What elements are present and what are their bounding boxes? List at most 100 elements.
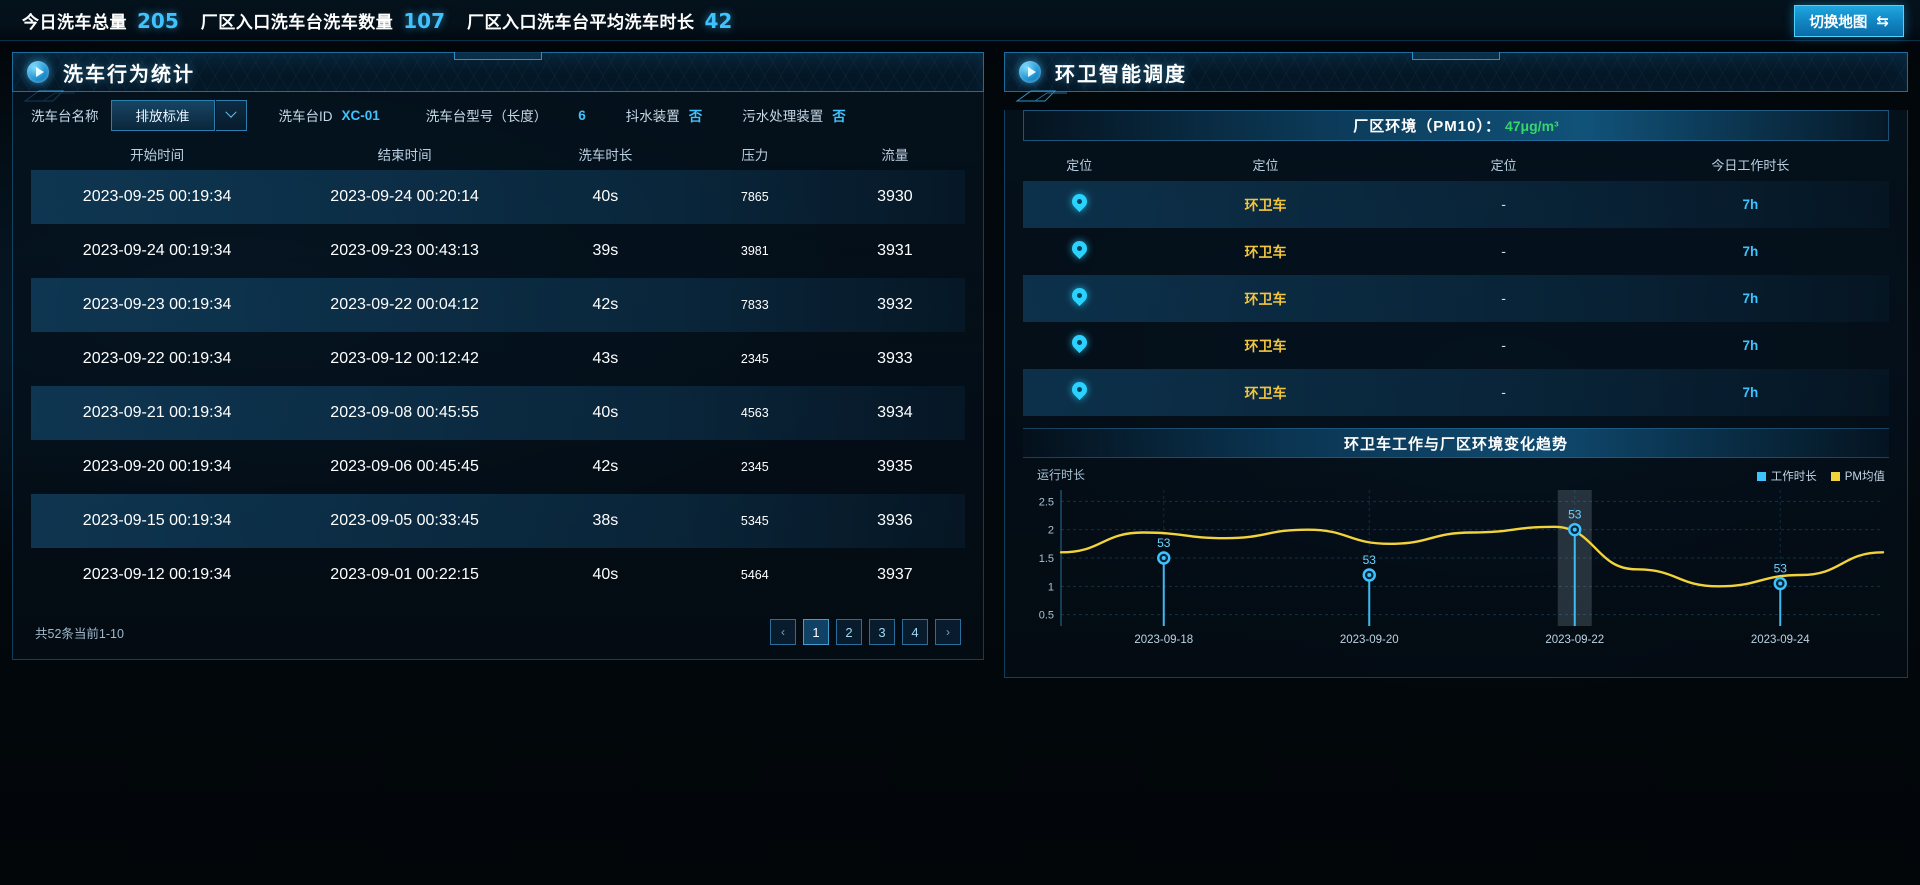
table-cell-start-time: 2023-09-12 00:19:34 <box>82 566 232 583</box>
location-pin-icon[interactable] <box>1072 288 1087 309</box>
table-cell-start-time: 2023-09-21 00:19:34 <box>82 404 232 421</box>
location-pin-cell[interactable] <box>1023 382 1136 403</box>
table-row[interactable]: 2023-09-15 00:19:34 2023-09-05 00:33:45 38… <box>31 494 965 548</box>
vehicle-table-header: 定位 定位 定位 今日工作时长 <box>1023 147 1889 181</box>
pm10-banner: 厂区环境（PM10）： 47μg/m³ <box>1023 110 1889 141</box>
page-next-button[interactable]: › <box>935 619 961 645</box>
vehicle-row[interactable]: 环卫车 - 7h <box>1023 275 1889 322</box>
legend-swatch <box>1830 472 1840 481</box>
field-value: XC-01 <box>341 107 380 123</box>
chart-legend: 工作时长 PM均值 <box>1756 468 1885 484</box>
legend-item-pm[interactable]: PM均值 <box>1830 468 1885 484</box>
pm10-value: 47μg/m³ <box>1504 117 1559 134</box>
vehicle-row[interactable]: 环卫车 - 7h <box>1023 228 1889 275</box>
station-select[interactable]: 排放标准 <box>110 99 247 131</box>
vehicle-row[interactable]: 环卫车 - 7h <box>1023 369 1889 416</box>
trend-chart: 运行时长 工作时长 PM均值 2.5 2 1.5 1 0.5 2023-09-18 2023… <box>1023 466 1889 654</box>
field-value: 否 <box>688 109 703 124</box>
table-row[interactable]: 2023-09-24 00:19:34 2023-09-23 00:43:13 39… <box>31 224 965 278</box>
location-pin-icon[interactable] <box>1072 194 1087 215</box>
play-triangle-icon <box>1019 61 1041 83</box>
panel-body-left: 洗车台名称 排放标准 洗车台ID XC-01 洗车台型号（长度） 6 抖水装置 … <box>12 92 984 660</box>
location-pin-cell[interactable] <box>1023 288 1136 309</box>
page-button-3[interactable]: 3 <box>869 619 895 645</box>
table-cell-flow: 3937 <box>877 566 913 583</box>
field-sewage-device: 污水处理装置 否 <box>742 105 846 125</box>
field-label: 洗车台型号（长度） <box>425 109 548 124</box>
chevron-down-icon[interactable] <box>215 99 247 131</box>
column-header-start-time: 开始时间 <box>130 148 185 163</box>
kpi-value: 107 <box>403 8 445 33</box>
panel-title-right: 环卫智能调度 <box>1055 63 1187 86</box>
page-button-4[interactable]: 4 <box>902 619 928 645</box>
table-cell-end-time: 2023-09-05 00:33:45 <box>330 512 479 529</box>
vehicle-status: - <box>1501 289 1506 306</box>
table-row[interactable]: 2023-09-23 00:19:34 2023-09-22 00:04:12 42… <box>31 278 965 332</box>
table-row[interactable]: 2023-09-12 00:19:34 2023-09-01 00:22:15 40… <box>31 548 965 602</box>
swap-icon: ⇆ <box>1876 13 1889 30</box>
field-label: 污水处理装置 <box>742 109 824 124</box>
chart-y-axis-label: 运行时长 <box>1037 468 1086 482</box>
chart-y-tick: 1.5 <box>1039 553 1054 565</box>
table-cell-pressure: 7833 <box>740 298 769 312</box>
station-select-value: 排放标准 <box>135 109 190 124</box>
column-header-today-hours: 今日工作时长 <box>1711 157 1790 173</box>
wash-records-table: 开始时间 结束时间 洗车时长 压力 流量 2023-09-25 00:19:34… <box>13 138 983 602</box>
header-decoration <box>1015 90 1067 102</box>
vehicle-name-cell: 环卫车 <box>1136 383 1396 403</box>
table-cell-flow: 3932 <box>877 296 913 313</box>
chart-canvas: 2.5 2 1.5 1 0.5 2023-09-18 2023-09-20 2023-09-2… <box>1039 490 1885 646</box>
pagination-bar: 共52条当前1-10 ‹ 1 2 3 4 › <box>13 615 983 649</box>
table-cell-end-time: 2023-09-22 00:04:12 <box>330 296 479 313</box>
page-button-1[interactable]: 1 <box>803 619 829 645</box>
vehicle-status: - <box>1501 336 1506 353</box>
vehicle-row[interactable]: 环卫车 - 7h <box>1023 322 1889 369</box>
table-cell-start-time: 2023-09-23 00:19:34 <box>82 296 232 313</box>
vehicle-status-cell: - <box>1395 337 1612 355</box>
column-header-locate-3: 定位 <box>1490 157 1517 173</box>
vehicle-status: - <box>1501 383 1506 400</box>
table-row[interactable]: 2023-09-25 00:19:34 2023-09-24 00:20:14 40… <box>31 170 965 224</box>
location-pin-icon[interactable] <box>1072 241 1087 262</box>
column-header-flow: 流量 <box>881 148 909 163</box>
location-pin-cell[interactable] <box>1023 241 1136 262</box>
vehicle-row[interactable]: 环卫车 - 7h <box>1023 181 1889 228</box>
legend-label: 工作时长 <box>1770 471 1817 483</box>
chart-y-tick: 2 <box>1048 525 1054 537</box>
vehicle-status-cell: - <box>1395 243 1612 261</box>
worktime-data-label: 53 <box>1568 508 1582 522</box>
table-body: 2023-09-25 00:19:34 2023-09-24 00:20:14 40… <box>31 170 965 602</box>
vehicle-name: 环卫车 <box>1244 243 1287 260</box>
pagination: ‹ 1 2 3 4 › <box>770 619 961 645</box>
vehicle-hours-cell: 7h <box>1612 196 1889 214</box>
field-station-id: 洗车台ID XC-01 <box>279 105 380 125</box>
table-row[interactable]: 2023-09-20 00:19:34 2023-09-06 00:45:45 42… <box>31 440 965 494</box>
wash-behavior-panel: 洗车行为统计 洗车台名称 排放标准 洗车台ID XC-01 洗车台型号（长度） … <box>12 52 984 660</box>
chart-y-tick: 2.5 <box>1039 496 1054 508</box>
vehicle-name: 环卫车 <box>1244 337 1287 354</box>
location-pin-cell[interactable] <box>1023 335 1136 356</box>
column-header-locate-2: 定位 <box>1252 157 1279 173</box>
table-row[interactable]: 2023-09-21 00:19:34 2023-09-08 00:45:55 40… <box>31 386 965 440</box>
table-cell-flow: 3931 <box>877 242 913 259</box>
kpi-value: 42 <box>704 8 733 33</box>
top-stats-bar: 今日洗车总量 205 厂区入口洗车台洗车数量 107 厂区入口洗车台平均洗车时长… <box>0 0 1920 41</box>
table-cell-flow: 3936 <box>877 512 913 529</box>
location-pin-cell[interactable] <box>1023 194 1136 215</box>
page-button-2[interactable]: 2 <box>836 619 862 645</box>
column-header-end-time: 结束时间 <box>377 148 432 163</box>
vehicle-status-cell: - <box>1395 290 1612 308</box>
table-row[interactable]: 2023-09-22 00:19:34 2023-09-12 00:12:42 43… <box>31 332 965 386</box>
vehicle-status-cell: - <box>1395 384 1612 402</box>
legend-item-worktime[interactable]: 工作时长 <box>1756 468 1817 484</box>
switch-map-button[interactable]: 切换地图 ⇆ <box>1794 5 1904 37</box>
location-pin-icon[interactable] <box>1072 382 1087 403</box>
chart-y-tick: 1 <box>1048 581 1054 593</box>
location-pin-icon[interactable] <box>1072 335 1087 356</box>
page-prev-button[interactable]: ‹ <box>770 619 796 645</box>
table-cell-flow: 3930 <box>877 188 913 205</box>
kpi-value: 205 <box>137 8 179 33</box>
vehicle-name-cell: 环卫车 <box>1136 242 1396 262</box>
table-cell-pressure: 7865 <box>740 190 769 204</box>
vehicle-hours: 7h <box>1742 196 1759 212</box>
